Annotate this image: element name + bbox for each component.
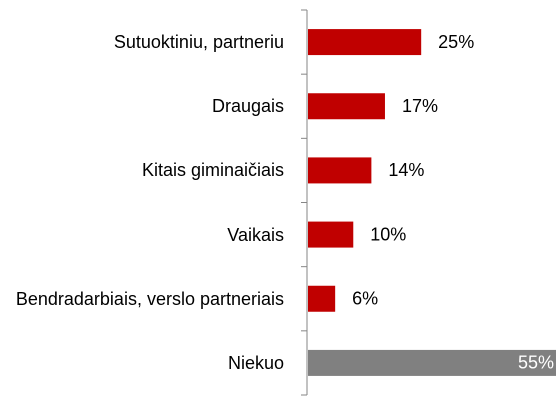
category-text: Vaikais — [227, 224, 284, 245]
data-label: 55% — [518, 353, 554, 373]
data-label: 6% — [352, 289, 378, 309]
bar — [308, 29, 422, 56]
data-label: 10% — [370, 224, 406, 244]
category-label: Draugais — [0, 74, 284, 138]
category-text: Niekuo — [227, 352, 284, 373]
category-label: Vaikais — [0, 203, 284, 267]
category-label: Bendradarbiais, verslo partneriais — [0, 267, 284, 331]
bar — [308, 285, 336, 312]
category-text: Draugais — [211, 96, 284, 117]
bar — [308, 221, 354, 248]
category-label: Kitais giminaičiais — [0, 138, 284, 202]
data-label: 14% — [388, 160, 424, 180]
bar — [308, 157, 372, 184]
category-label: Sutuoktiniu, partneriu — [0, 10, 284, 74]
data-label: 25% — [438, 32, 474, 52]
category-text: Kitais giminaičiais — [141, 160, 284, 181]
data-label: 17% — [402, 96, 438, 116]
category-label: Niekuo — [0, 331, 284, 395]
bar — [308, 93, 385, 120]
category-text: Bendradarbiais, verslo partneriais — [15, 288, 284, 309]
bar — [308, 349, 556, 376]
category-text: Sutuoktiniu, partneriu — [113, 32, 284, 53]
